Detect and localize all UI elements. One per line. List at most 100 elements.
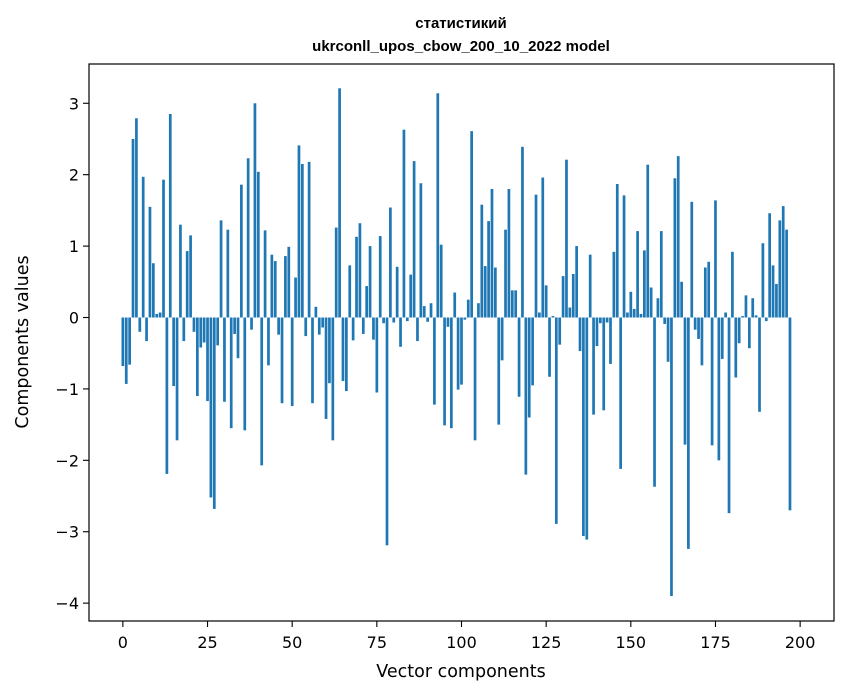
bar-74 bbox=[372, 317, 375, 340]
bar-61 bbox=[328, 317, 331, 384]
bar-193 bbox=[775, 283, 778, 318]
bar-114 bbox=[507, 188, 511, 318]
bar-77 bbox=[382, 317, 385, 324]
bar-47 bbox=[280, 317, 284, 404]
bar-176 bbox=[717, 317, 721, 461]
bar-65 bbox=[341, 317, 345, 382]
bar-75 bbox=[375, 317, 379, 393]
x-tick-label: 125 bbox=[531, 633, 562, 652]
bar-129 bbox=[558, 317, 562, 345]
bar-92 bbox=[433, 317, 436, 405]
bar-19 bbox=[185, 251, 189, 318]
y-tick-label: −1 bbox=[55, 380, 79, 399]
bar-155 bbox=[646, 164, 650, 318]
bar-164 bbox=[676, 156, 680, 318]
bar-51 bbox=[294, 277, 297, 318]
bar-157 bbox=[653, 317, 656, 487]
bar-41 bbox=[260, 317, 264, 466]
x-tick-label: 175 bbox=[700, 633, 731, 652]
bar-134 bbox=[575, 246, 578, 318]
x-tick-label: 25 bbox=[197, 633, 217, 652]
x-tick-label: 100 bbox=[446, 633, 477, 652]
bar-39 bbox=[253, 103, 257, 318]
bar-96 bbox=[446, 317, 450, 327]
bar-93 bbox=[436, 93, 440, 318]
bar-94 bbox=[439, 244, 443, 318]
bar-9 bbox=[151, 263, 155, 318]
bar-18 bbox=[182, 317, 186, 342]
bar-87 bbox=[416, 317, 419, 342]
bar-46 bbox=[277, 317, 280, 335]
bar-139 bbox=[592, 317, 595, 415]
bar-5 bbox=[138, 317, 142, 332]
x-tick-label: 75 bbox=[367, 633, 387, 652]
bar-78 bbox=[385, 317, 389, 546]
bar-2 bbox=[128, 317, 131, 365]
bar-147 bbox=[619, 317, 623, 469]
bar-187 bbox=[754, 315, 758, 318]
bar-82 bbox=[399, 317, 402, 347]
x-tick-label: 150 bbox=[616, 633, 647, 652]
bar-84 bbox=[405, 317, 409, 322]
bar-28 bbox=[216, 317, 220, 346]
bar-162 bbox=[670, 317, 673, 597]
bar-189 bbox=[761, 243, 765, 318]
x-tick-label: 0 bbox=[118, 633, 128, 652]
bar-135 bbox=[578, 317, 582, 352]
bar-91 bbox=[429, 303, 433, 318]
bar-188 bbox=[758, 317, 761, 412]
bar-183 bbox=[741, 316, 744, 318]
bar-115 bbox=[510, 290, 514, 318]
bar-106 bbox=[480, 204, 484, 318]
bar-146 bbox=[615, 183, 619, 318]
bar-103 bbox=[470, 131, 474, 318]
bar-37 bbox=[246, 158, 250, 318]
y-axis-label: Components values bbox=[13, 255, 33, 428]
bar-142 bbox=[602, 317, 606, 411]
bar-66 bbox=[345, 317, 348, 392]
bar-133 bbox=[571, 273, 575, 318]
x-tick-label: 50 bbox=[282, 633, 302, 652]
bar-121 bbox=[531, 317, 534, 386]
bar-107 bbox=[483, 266, 487, 318]
bar-72 bbox=[365, 286, 369, 318]
bar-112 bbox=[500, 317, 504, 361]
bar-38 bbox=[250, 317, 253, 330]
bar-10 bbox=[155, 313, 159, 318]
bar-158 bbox=[656, 298, 660, 318]
bar-6 bbox=[141, 176, 145, 318]
bar-159 bbox=[659, 231, 663, 318]
bar-14 bbox=[168, 113, 172, 318]
bar-13 bbox=[165, 317, 169, 474]
bar-108 bbox=[487, 221, 490, 318]
bar-43 bbox=[267, 317, 270, 366]
bar-100 bbox=[460, 317, 463, 385]
bar-83 bbox=[402, 129, 406, 318]
bar-32 bbox=[229, 317, 233, 429]
bar-29 bbox=[219, 220, 223, 318]
bar-152 bbox=[636, 231, 639, 318]
bar-48 bbox=[284, 256, 287, 318]
bar-42 bbox=[263, 230, 267, 318]
bar-180 bbox=[731, 251, 734, 318]
bar-33 bbox=[233, 317, 236, 334]
bar-156 bbox=[649, 287, 653, 318]
bar-132 bbox=[568, 307, 572, 318]
bar-57 bbox=[314, 306, 318, 318]
bar-0 bbox=[121, 317, 125, 367]
bar-45 bbox=[273, 261, 277, 318]
bar-160 bbox=[663, 317, 667, 324]
y-tick-label: −3 bbox=[55, 523, 79, 542]
bar-52 bbox=[297, 145, 301, 318]
bar-184 bbox=[744, 295, 748, 318]
bar-122 bbox=[534, 194, 538, 318]
bar-24 bbox=[202, 317, 206, 343]
bar-163 bbox=[673, 178, 677, 318]
bar-117 bbox=[517, 317, 521, 397]
bar-175 bbox=[714, 200, 717, 318]
bar-25 bbox=[206, 317, 209, 402]
bar-182 bbox=[737, 317, 741, 344]
bar-195 bbox=[781, 206, 785, 318]
bar-15 bbox=[172, 317, 176, 387]
bar-190 bbox=[764, 317, 768, 322]
